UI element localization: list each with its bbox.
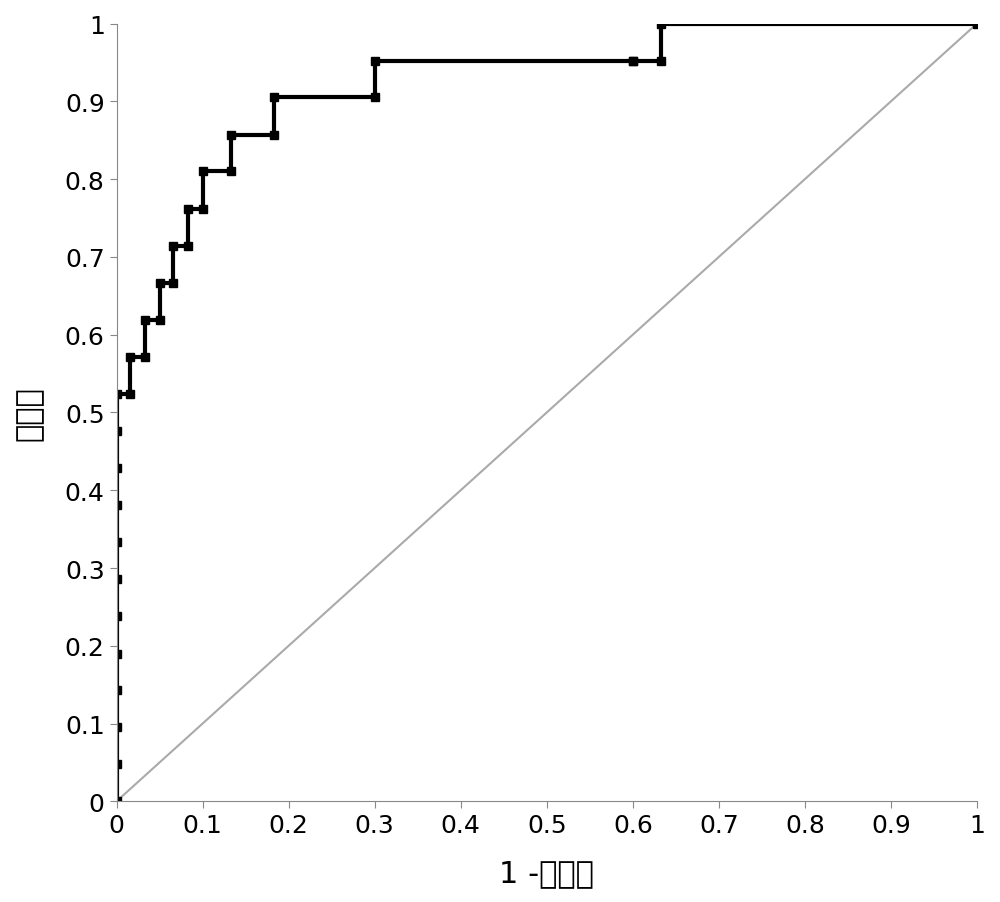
X-axis label: 1 -特异性: 1 -特异性 (499, 858, 594, 887)
Y-axis label: 灵敏度: 灵敏度 (15, 386, 44, 440)
